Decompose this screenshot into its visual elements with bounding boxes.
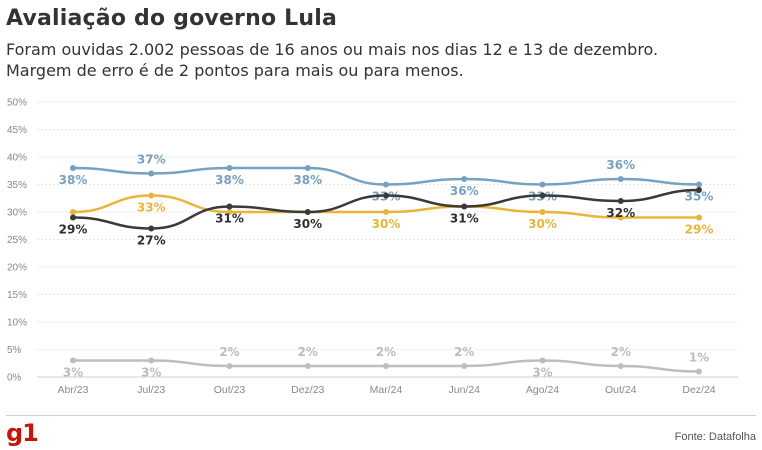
data-point (539, 181, 546, 188)
data-label: 38% (59, 173, 88, 187)
data-point (226, 165, 233, 171)
data-label: 2% (376, 345, 396, 359)
x-tick-label: Jul/23 (137, 384, 165, 396)
data-label: 3% (532, 366, 552, 380)
source-note: Fonte: Datafolha (674, 431, 756, 443)
data-point (148, 357, 155, 364)
data-label: 3% (141, 366, 161, 380)
data-point (383, 181, 389, 188)
data-point (539, 192, 546, 199)
data-point (148, 192, 155, 199)
y-tick-label: 45% (7, 125, 27, 136)
data-point (383, 363, 389, 369)
data-point (304, 209, 311, 215)
data-point (696, 214, 702, 221)
data-label: 2% (219, 345, 239, 359)
data-point (226, 209, 233, 215)
footer-divider (6, 415, 756, 416)
data-point (617, 214, 624, 221)
x-tick-label: Out/23 (214, 384, 246, 396)
data-label: 35% (685, 190, 714, 204)
data-point (461, 203, 468, 210)
data-point (696, 187, 702, 193)
data-label: 38% (293, 173, 322, 187)
data-point (70, 214, 76, 221)
data-label: 3% (63, 366, 83, 380)
y-tick-label: 20% (7, 263, 27, 274)
data-label: 2% (298, 345, 318, 359)
data-label: 30% (293, 217, 322, 231)
x-tick-label: Dez/24 (682, 384, 715, 396)
y-tick-label: 5% (7, 345, 22, 356)
data-label: 1% (689, 351, 709, 365)
data-point (617, 198, 624, 204)
data-label: 2% (454, 345, 474, 359)
data-point (304, 363, 311, 369)
data-label: 32% (606, 206, 635, 220)
data-point (70, 209, 76, 215)
x-tick-label: Abr/23 (58, 384, 89, 396)
g1-logo: g1 (6, 419, 39, 447)
data-point (539, 357, 546, 364)
data-point (617, 176, 624, 182)
data-point (148, 170, 155, 177)
y-tick-label: 30% (7, 208, 27, 219)
data-point (383, 209, 389, 215)
data-label: 27% (137, 234, 166, 248)
data-label: 37% (137, 153, 166, 167)
subtitle-line-1: Foram ouvidas 2.002 pessoas de 16 anos o… (6, 40, 659, 59)
x-tick-label: Out/24 (605, 384, 637, 396)
data-label: 30% (372, 217, 401, 231)
data-point (696, 181, 702, 188)
y-tick-label: 35% (7, 180, 27, 191)
data-point (304, 165, 311, 171)
y-tick-label: 15% (7, 290, 27, 301)
y-tick-label: 50% (7, 98, 27, 109)
y-tick-label: 0% (7, 373, 22, 384)
data-point (539, 209, 546, 215)
y-tick-label: 40% (7, 153, 27, 164)
data-point (461, 176, 468, 182)
data-label: 36% (450, 184, 479, 198)
chart-title: Avaliação do governo Lula (6, 6, 338, 31)
data-point (148, 225, 155, 232)
y-tick-label: 25% (7, 235, 27, 246)
data-point (226, 203, 233, 210)
x-tick-label: Dez/23 (291, 384, 324, 396)
x-tick-label: Mar/24 (370, 384, 403, 396)
data-label: 31% (215, 212, 244, 226)
x-tick-label: Jun/24 (448, 384, 480, 396)
data-label: 2% (611, 345, 631, 359)
data-label: 30% (528, 217, 557, 231)
data-point (70, 357, 76, 364)
data-label: 36% (606, 158, 635, 172)
data-label: 29% (59, 223, 88, 237)
data-point (383, 192, 389, 199)
data-point (617, 363, 624, 369)
subtitle-line-2: Margem de erro é de 2 pontos para mais o… (6, 61, 464, 80)
data-label: 33% (137, 201, 166, 215)
data-point (461, 363, 468, 369)
data-label: 29% (685, 223, 714, 237)
data-point (696, 368, 702, 375)
x-tick-label: Ago/24 (526, 384, 559, 396)
y-tick-label: 10% (7, 318, 27, 329)
data-point (226, 363, 233, 369)
data-point (70, 165, 76, 171)
chart-subtitle: Foram ouvidas 2.002 pessoas de 16 anos o… (6, 39, 658, 81)
data-label: 31% (450, 212, 479, 226)
data-label: 38% (215, 173, 244, 187)
